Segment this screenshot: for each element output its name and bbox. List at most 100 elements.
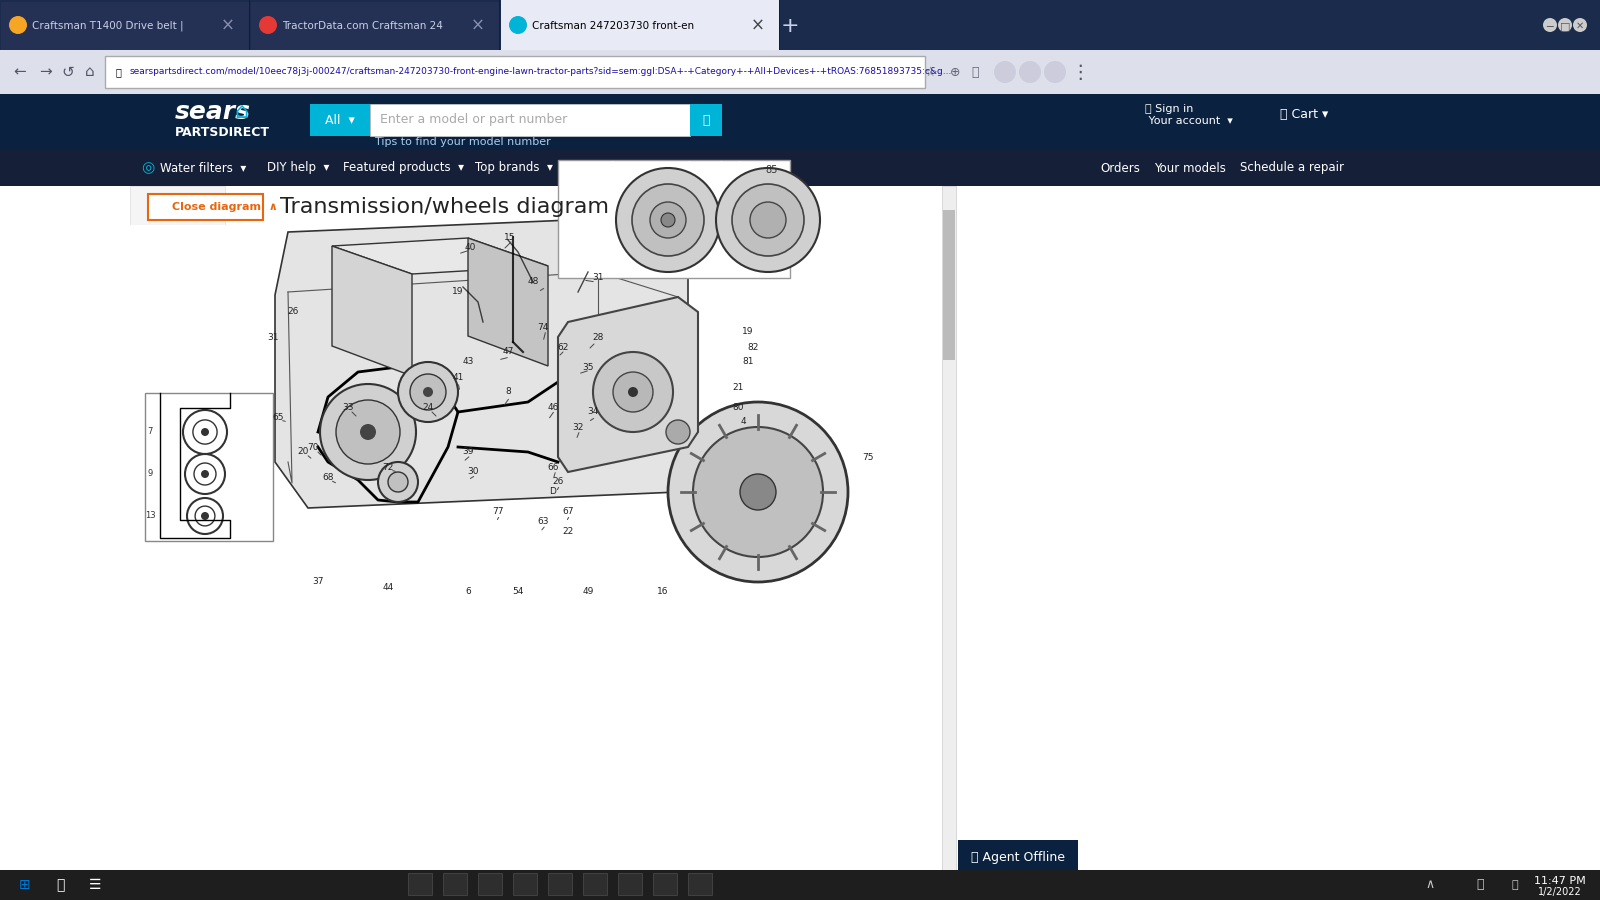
- Bar: [558, 160, 790, 278]
- Bar: [690, 104, 722, 136]
- Circle shape: [733, 184, 805, 256]
- Text: ⊞: ⊞: [19, 878, 30, 892]
- Bar: [0, 186, 1600, 900]
- Circle shape: [10, 16, 27, 34]
- Bar: [251, 2, 499, 50]
- Text: Water filters  ▾: Water filters ▾: [160, 161, 246, 175]
- Bar: [370, 104, 690, 136]
- Circle shape: [594, 352, 674, 432]
- Text: All  ▾: All ▾: [325, 113, 355, 127]
- Text: ∧: ∧: [1426, 878, 1435, 892]
- Circle shape: [627, 387, 638, 397]
- Bar: [582, 873, 606, 895]
- Text: □: □: [1560, 21, 1570, 31]
- Circle shape: [750, 202, 786, 238]
- Text: 40: 40: [464, 242, 475, 251]
- Circle shape: [336, 400, 400, 464]
- Text: Featured products  ▾: Featured products ▾: [344, 161, 464, 175]
- Text: D: D: [549, 488, 557, 497]
- Circle shape: [669, 402, 848, 582]
- Polygon shape: [558, 297, 698, 472]
- Circle shape: [994, 61, 1016, 83]
- Text: 74: 74: [538, 322, 549, 331]
- Text: 82: 82: [747, 343, 758, 352]
- Text: 66: 66: [547, 463, 558, 472]
- Circle shape: [410, 374, 446, 410]
- Text: 4: 4: [741, 418, 746, 427]
- Text: 31: 31: [592, 273, 603, 282]
- Bar: [130, 186, 226, 900]
- Text: 63: 63: [538, 518, 549, 526]
- Text: 77: 77: [493, 508, 504, 517]
- Bar: [310, 104, 370, 136]
- Text: 30: 30: [467, 467, 478, 476]
- Text: ✕: ✕: [1576, 21, 1584, 31]
- Text: 49: 49: [582, 588, 594, 597]
- Text: 28: 28: [592, 332, 603, 341]
- Bar: [0, 870, 1600, 900]
- Text: 24: 24: [422, 402, 434, 411]
- Text: ↺: ↺: [62, 65, 74, 79]
- Bar: [0, 94, 1600, 150]
- Circle shape: [360, 424, 376, 440]
- Circle shape: [320, 384, 416, 480]
- Bar: [408, 873, 432, 895]
- Bar: [942, 186, 957, 870]
- Circle shape: [422, 387, 434, 397]
- Text: 19: 19: [742, 328, 754, 337]
- Text: 67: 67: [562, 508, 574, 517]
- Text: PARTSDIRECT: PARTSDIRECT: [174, 125, 270, 139]
- Text: 6: 6: [466, 588, 470, 597]
- Bar: [547, 873, 573, 895]
- Circle shape: [661, 213, 675, 227]
- Bar: [653, 873, 677, 895]
- Text: 46: 46: [547, 402, 558, 411]
- Text: ⊕: ⊕: [950, 66, 960, 78]
- Text: ☆: ☆: [925, 66, 936, 78]
- Text: 81: 81: [742, 357, 754, 366]
- Text: 19: 19: [453, 287, 464, 296]
- Circle shape: [613, 372, 653, 412]
- Circle shape: [717, 168, 819, 272]
- Text: 7: 7: [147, 428, 152, 436]
- Text: Close diagram  ∧: Close diagram ∧: [173, 202, 278, 212]
- Circle shape: [650, 202, 686, 238]
- Text: 68: 68: [322, 472, 334, 482]
- Text: ⌂: ⌂: [234, 102, 248, 122]
- Text: 8: 8: [506, 388, 510, 397]
- Text: 75: 75: [862, 453, 874, 462]
- Text: Top brands  ▾: Top brands ▾: [475, 161, 554, 175]
- Text: Enter a model or part number: Enter a model or part number: [381, 113, 568, 127]
- Circle shape: [202, 470, 210, 478]
- Text: 70: 70: [307, 443, 318, 452]
- Polygon shape: [275, 218, 688, 508]
- Bar: [0, 150, 1600, 186]
- Text: ─: ─: [1547, 21, 1554, 31]
- Circle shape: [1558, 18, 1571, 32]
- Text: 31: 31: [267, 332, 278, 341]
- Text: 48: 48: [528, 277, 539, 286]
- Text: 21: 21: [733, 382, 744, 392]
- Polygon shape: [467, 238, 547, 366]
- Text: 13: 13: [144, 511, 155, 520]
- Text: Craftsman 247203730 front-en: Craftsman 247203730 front-en: [531, 21, 694, 31]
- Text: 54: 54: [512, 588, 523, 597]
- Polygon shape: [333, 246, 413, 376]
- Circle shape: [259, 16, 277, 34]
- Circle shape: [1573, 18, 1587, 32]
- Text: ←: ←: [14, 65, 26, 79]
- Text: searspartsdirect.com/model/10eec78j3j-000247/craftsman-247203730-front-engine-la: searspartsdirect.com/model/10eec78j3j-00…: [130, 68, 952, 76]
- Bar: [443, 873, 467, 895]
- Text: ×: ×: [221, 17, 235, 35]
- Text: 🔖: 🔖: [971, 66, 979, 78]
- Text: 26: 26: [552, 478, 563, 487]
- Bar: [2, 2, 250, 50]
- Text: ×: ×: [750, 17, 765, 35]
- Circle shape: [666, 420, 690, 444]
- Text: Orders: Orders: [1101, 161, 1139, 175]
- Text: ⋮: ⋮: [1070, 62, 1090, 82]
- Text: 34: 34: [587, 408, 598, 417]
- Text: 41: 41: [453, 373, 464, 382]
- Bar: [514, 873, 538, 895]
- Bar: [0, 0, 1600, 50]
